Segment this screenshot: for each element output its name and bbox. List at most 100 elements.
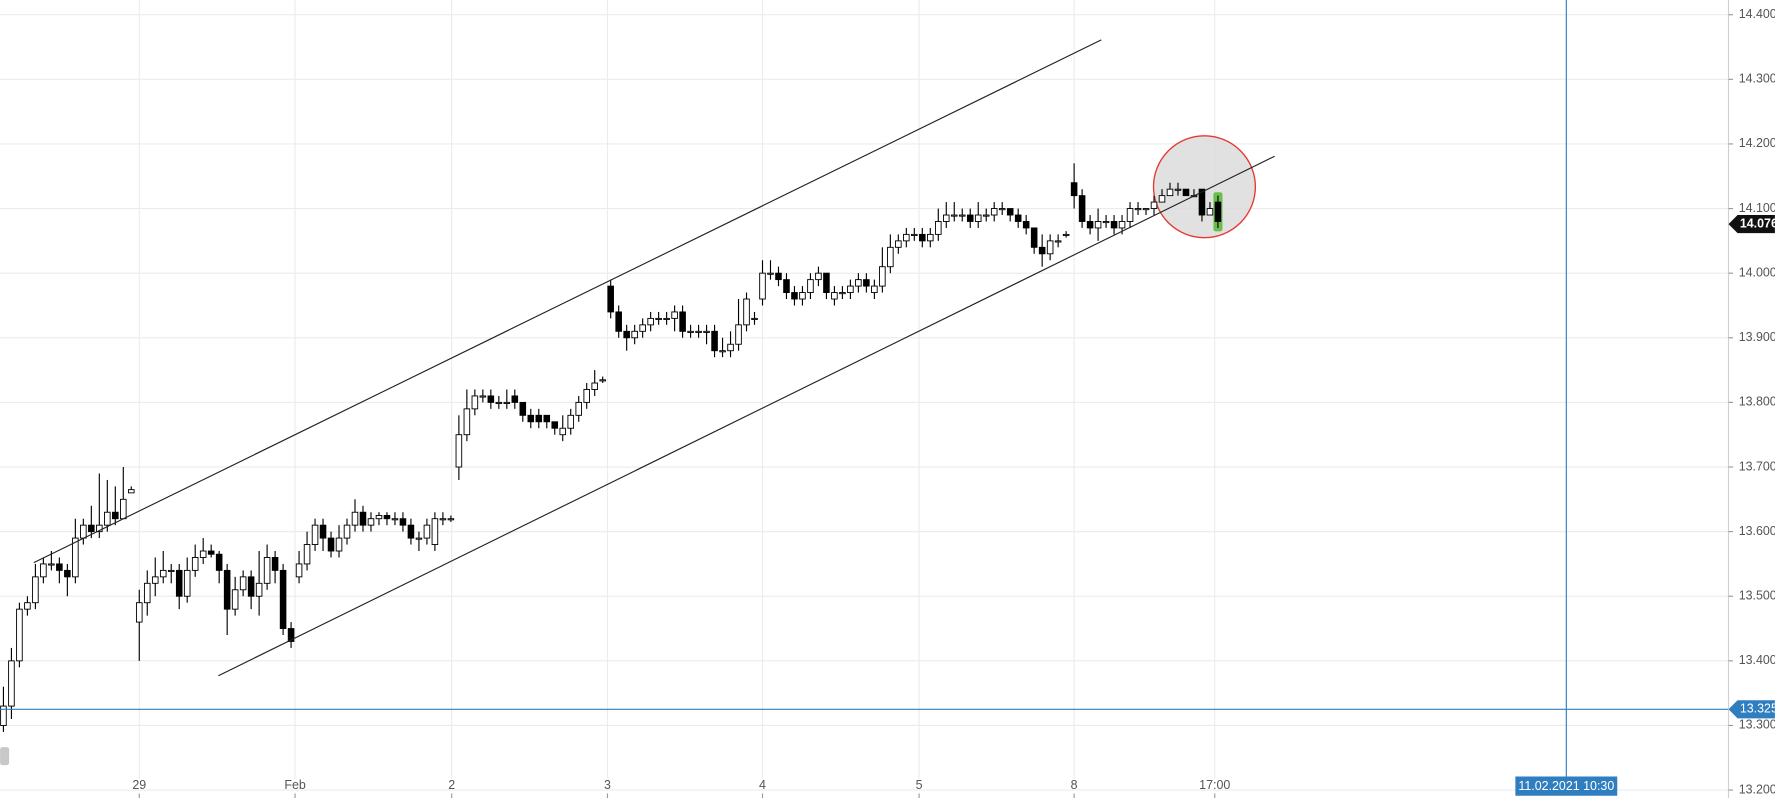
x-tick-label: Feb xyxy=(284,778,306,792)
candle-body xyxy=(88,524,95,533)
candle-body xyxy=(495,401,503,404)
candle-body xyxy=(751,317,758,320)
candle-body xyxy=(719,350,726,353)
candle-body xyxy=(72,537,79,578)
candle-body xyxy=(895,240,902,248)
candle-body xyxy=(271,557,279,571)
candle-body xyxy=(535,414,543,423)
crosshair-time-tag xyxy=(1515,776,1618,796)
candle-body xyxy=(887,246,894,268)
candle-body xyxy=(439,518,447,521)
candle-body xyxy=(415,537,423,540)
candle-body xyxy=(311,524,319,545)
candle-body xyxy=(80,524,87,539)
candle-body xyxy=(927,233,934,242)
candle-body xyxy=(591,382,598,390)
candle-body xyxy=(567,414,575,429)
candle-body xyxy=(1110,221,1118,229)
scroll-button[interactable] xyxy=(0,747,10,766)
candle-body xyxy=(1022,221,1030,229)
x-tick-label: 8 xyxy=(1071,778,1078,792)
crosshair-price-tag xyxy=(1728,700,1775,719)
x-tick-label: 29 xyxy=(132,778,146,792)
candle-body xyxy=(1118,221,1126,229)
candle-body xyxy=(1054,240,1062,243)
candle-body xyxy=(863,279,870,287)
candle-body xyxy=(1126,208,1134,222)
candle-body xyxy=(935,221,942,235)
candle-body xyxy=(375,515,383,520)
candle-body xyxy=(711,330,718,352)
candle-body xyxy=(1014,214,1022,222)
candle-body xyxy=(239,576,247,591)
candle-body xyxy=(319,524,327,539)
candle-body xyxy=(551,421,559,429)
candle-body xyxy=(327,537,335,552)
candle-body xyxy=(998,208,1006,211)
candle-body xyxy=(807,279,814,294)
candle-body xyxy=(303,544,311,565)
candle-body xyxy=(463,408,471,436)
candle-body xyxy=(247,576,255,597)
candle-body xyxy=(775,272,782,281)
candle-body xyxy=(151,576,159,584)
candle-body xyxy=(823,272,830,294)
candle-body xyxy=(120,498,127,520)
candle-body xyxy=(343,524,351,539)
candle-body xyxy=(847,285,854,294)
candle-body xyxy=(855,279,862,287)
candle-body xyxy=(0,705,7,726)
candle-body xyxy=(167,569,175,572)
candle-body xyxy=(135,602,143,623)
candle-body xyxy=(287,628,295,642)
candle-body xyxy=(727,343,734,352)
y-tick-label: 13.800 xyxy=(1739,395,1775,409)
candle-body xyxy=(159,569,167,578)
candle-body xyxy=(735,324,742,345)
y-tick-label: 13.200 xyxy=(1739,782,1775,796)
candle-body xyxy=(950,214,958,217)
candle-body xyxy=(96,524,103,533)
candle-body xyxy=(56,563,63,571)
candle-body xyxy=(1046,240,1054,255)
candle-body xyxy=(1030,227,1038,248)
candle-body xyxy=(255,582,263,597)
candle-body xyxy=(223,569,231,610)
candle-body xyxy=(1062,233,1070,236)
candle-body xyxy=(1102,221,1110,224)
crosshair-price-label: 13.325 xyxy=(1740,702,1775,716)
candle-body xyxy=(1086,221,1094,229)
y-tick-label: 14.400 xyxy=(1739,7,1775,21)
candle-body xyxy=(966,214,974,222)
candle-body xyxy=(759,272,766,300)
candle-body xyxy=(399,518,407,526)
candle-body xyxy=(511,395,519,403)
candle-body xyxy=(40,563,47,578)
candle-body xyxy=(559,427,567,436)
candle-body xyxy=(911,233,918,236)
candle-body xyxy=(879,266,886,287)
candle-body xyxy=(990,208,998,216)
candle-body xyxy=(799,292,806,300)
y-tick-label: 13.600 xyxy=(1739,524,1775,538)
candle-body xyxy=(1214,201,1222,222)
candle-body xyxy=(679,311,686,332)
candle-body xyxy=(958,214,966,217)
x-tick-label: 4 xyxy=(759,778,766,792)
y-tick-label: 14.200 xyxy=(1739,136,1775,150)
candle-body xyxy=(24,602,31,610)
candle-body xyxy=(687,330,694,333)
candle-body xyxy=(663,317,670,320)
candle-body xyxy=(503,401,511,404)
y-tick-label: 13.400 xyxy=(1739,653,1775,667)
candle-body xyxy=(112,511,119,520)
candle-body xyxy=(143,582,151,604)
crosshair-time-label: 11.02.2021 10:30 xyxy=(1518,779,1614,793)
y-tick-label: 13.300 xyxy=(1739,718,1775,732)
candle-body xyxy=(175,569,183,597)
candle-body xyxy=(295,563,303,578)
candle-body xyxy=(703,330,710,333)
candle-body xyxy=(599,379,606,382)
